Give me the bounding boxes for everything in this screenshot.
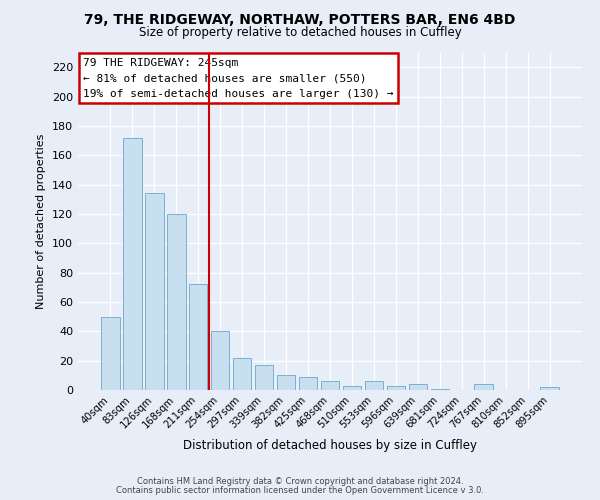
Bar [211,332,229,390]
Bar [101,316,119,390]
Bar [299,377,317,390]
Text: Size of property relative to detached houses in Cuffley: Size of property relative to detached ho… [139,26,461,39]
Text: 79 THE RIDGEWAY: 245sqm
← 81% of detached houses are smaller (550)
19% of semi-d: 79 THE RIDGEWAY: 245sqm ← 81% of detache… [83,58,394,99]
Text: Contains public sector information licensed under the Open Government Licence v : Contains public sector information licen… [116,486,484,495]
Bar [475,384,493,390]
Bar [123,138,142,390]
Y-axis label: Number of detached properties: Number of detached properties [37,134,46,309]
Bar [365,381,383,390]
Bar [320,381,340,390]
Bar [386,386,405,390]
Text: Contains HM Land Registry data © Crown copyright and database right 2024.: Contains HM Land Registry data © Crown c… [137,477,463,486]
Bar [167,214,185,390]
Bar [431,388,449,390]
Bar [145,194,164,390]
X-axis label: Distribution of detached houses by size in Cuffley: Distribution of detached houses by size … [183,439,477,452]
Bar [277,376,295,390]
Bar [189,284,208,390]
Bar [343,386,361,390]
Bar [541,387,559,390]
Text: 79, THE RIDGEWAY, NORTHAW, POTTERS BAR, EN6 4BD: 79, THE RIDGEWAY, NORTHAW, POTTERS BAR, … [85,12,515,26]
Bar [233,358,251,390]
Bar [255,365,274,390]
Bar [409,384,427,390]
